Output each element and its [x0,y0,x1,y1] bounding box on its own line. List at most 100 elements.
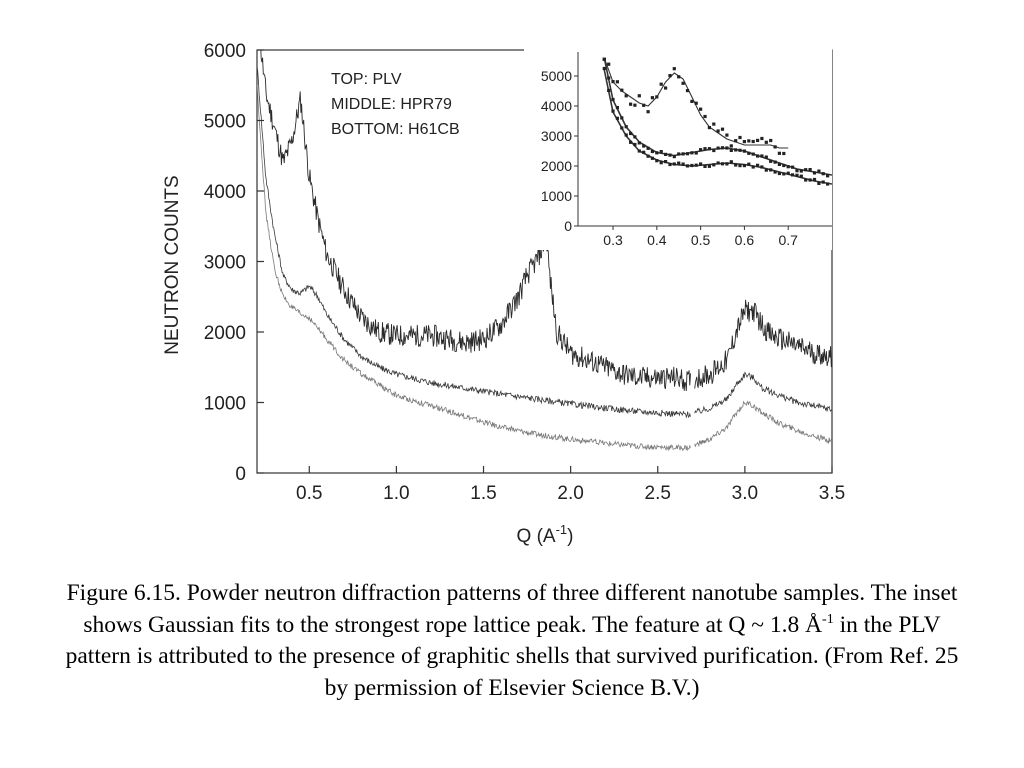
inset-point-h61cb [720,162,725,166]
inset-point-plv [672,67,676,71]
inset-point-h61cb [826,182,830,186]
inset-point-hpr79 [799,169,803,173]
series-line-plv [260,50,832,392]
inset-x-tick-label: 0.7 [778,232,798,248]
inset-point-h61cb [769,168,773,172]
inset-series-group [602,57,832,186]
inset-point-h61cb [777,171,781,176]
inset-point-plv [782,151,786,156]
inset-point-hpr79 [808,168,812,172]
inset-axis-ticks: 0.3 0.4 0.5 0.6 0.7 0 1000 2000 3000 4000 5000 [541,68,798,248]
inset-point-h61cb [668,162,672,167]
inset-point-plv [607,62,611,66]
inset-point-hpr79 [703,147,707,151]
inset-point-h61cb [703,164,707,168]
x-tick-label: 2.5 [645,483,671,504]
inset-point-hpr79 [694,151,698,155]
y-tick-label: 3000 [204,253,246,274]
inset-point-hpr79 [712,148,716,153]
inset-y-tick-label: 5000 [541,68,572,84]
inset-point-plv [769,138,773,143]
x-tick-label: 3.5 [819,483,845,504]
inset-point-hpr79 [821,172,825,176]
inset-fit-line-plv [603,57,789,149]
inset-point-hpr79 [742,149,746,153]
inset-point-plv [747,139,751,143]
inset-point-hpr79 [672,155,676,159]
inset-point-hpr79 [729,148,733,152]
inset-point-plv [659,82,663,86]
inset-point-hpr79 [791,165,795,169]
inset-y-tick-label: 0 [564,218,572,234]
caption-part-2: in the PLV pattern is attributed to the … [65,611,959,701]
inset-point-h61cb [655,159,659,163]
inset-point-hpr79 [760,154,764,158]
x-tick-label: 1.5 [470,483,496,504]
inset-point-plv [637,94,641,98]
inset-point-hpr79 [624,125,628,129]
inset-point-hpr79 [681,152,685,156]
inset-point-plv [751,139,755,144]
inset-point-hpr79 [677,152,681,156]
inset-point-hpr79 [650,149,654,154]
inset-y-tick-label: 4000 [541,98,572,114]
legend-top: TOP: PLV [331,71,402,88]
inset-y-tick-label: 2000 [541,158,572,174]
inset-point-h61cb [646,154,650,158]
inset-point-plv [620,88,624,92]
inset-point-hpr79 [751,152,755,156]
inset-point-hpr79 [747,151,751,155]
x-tick-label: 0.5 [296,483,322,504]
inset-point-hpr79 [611,97,615,102]
x-axis-label-exponent: -1 [556,522,568,537]
inset-point-h61cb [629,140,633,144]
inset-point-plv [734,139,738,143]
inset-point-hpr79 [602,57,606,61]
inset-point-plv [685,89,690,93]
diffraction-chart: 0.5 1.0 1.5 2.0 2.5 3.0 3.5 0 1000 2000 3000 4000 50… [162,41,845,547]
inset-point-h61cb [795,173,799,177]
y-tick-label: 6000 [204,41,246,62]
y-tick-label: 2000 [204,323,246,344]
series-line-h61cb [257,84,832,452]
inset-point-hpr79 [716,146,720,150]
inset-point-hpr79 [690,151,694,155]
inset-point-hpr79 [655,151,659,155]
inset-point-plv [624,94,628,98]
inset-point-hpr79 [633,135,637,139]
inset-point-plv [646,110,650,114]
inset-point-hpr79 [620,116,624,120]
inset-point-plv [694,101,698,105]
inset-point-hpr79 [773,160,777,164]
inset-point-hpr79 [615,106,619,110]
inset-point-plv [681,81,685,85]
inset-point-h61cb [764,168,768,172]
inset-point-hpr79 [795,169,799,173]
inset-point-h61cb [620,126,624,130]
inset-point-h61cb [751,165,755,169]
inset-point-plv [655,95,659,99]
inset-point-plv [738,135,742,140]
inset-point-h61cb [650,156,654,160]
x-tick-label: 3.0 [732,483,758,504]
inset-point-h61cb [756,163,760,167]
x-axis-label: Q (A-1) [517,522,574,547]
inset-point-h61cb [637,149,641,153]
legend-middle: MIDDLE: HPR79 [331,96,452,113]
series-line-hpr79 [257,66,832,419]
inset-point-plv [707,126,711,130]
inset-point-hpr79 [782,163,786,168]
inset-point-plv [699,107,703,111]
inset-point-hpr79 [659,150,663,154]
inset-point-h61cb [707,164,711,168]
inset-point-plv [742,140,746,144]
y-tick-label: 0 [235,464,246,485]
x-axis-label-main: Q (A [517,526,556,547]
inset-point-hpr79 [734,148,738,152]
inset-point-h61cb [633,142,637,147]
inset-point-h61cb [685,164,690,168]
inset-point-h61cb [729,160,733,164]
inset-x-tick-label: 0.4 [647,232,667,248]
y-tick-label: 4000 [204,182,246,203]
x-axis-label-close: ) [567,526,573,547]
